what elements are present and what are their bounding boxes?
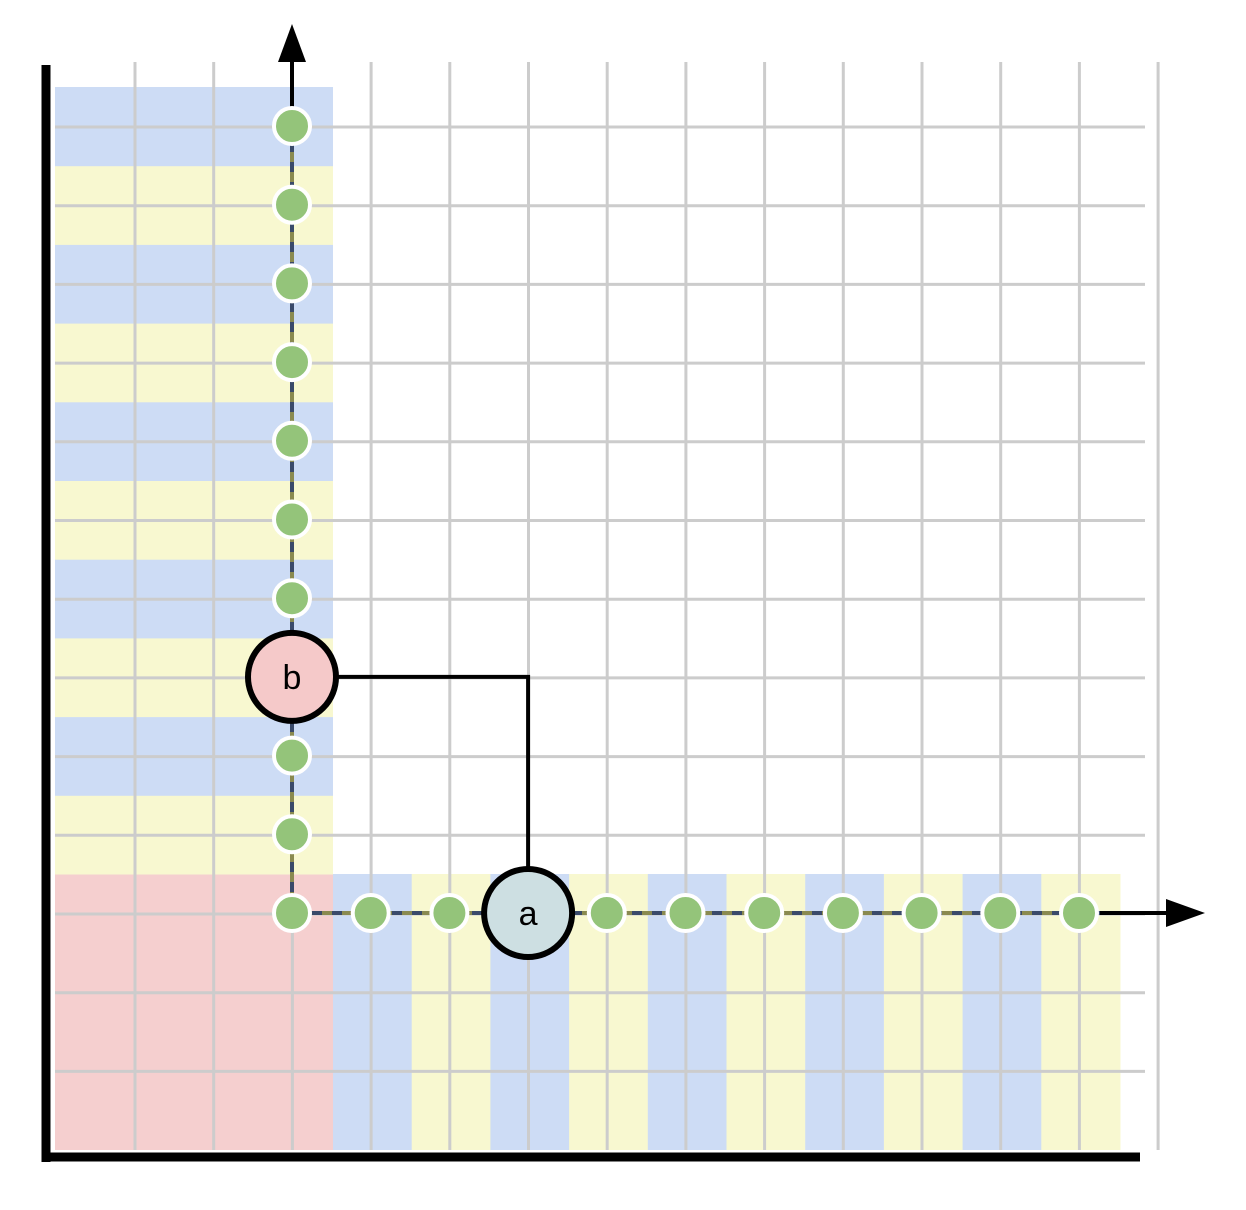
dot-marker-vertical xyxy=(272,735,312,776)
dot-marker-horizontal xyxy=(586,893,627,933)
dot-marker-horizontal xyxy=(350,893,391,933)
connector xyxy=(292,674,531,913)
node-b-circle xyxy=(245,629,339,724)
labeled-nodes: ab xyxy=(245,629,576,960)
dot-marker-vertical xyxy=(272,263,312,304)
horizontal-arrow-head xyxy=(1166,899,1205,927)
dashed-tracks xyxy=(290,62,1170,915)
dot-marker-horizontal xyxy=(980,893,1021,933)
dot-marker-vertical xyxy=(272,342,312,383)
node-a-circle xyxy=(481,866,576,960)
dot-marker-horizontal xyxy=(901,893,942,933)
dot-marker-horizontal xyxy=(1059,893,1099,933)
frame-axes xyxy=(41,65,1140,1162)
elbow-connector-line xyxy=(292,674,531,913)
node-a: a xyxy=(481,866,576,960)
dot-marker-horizontal xyxy=(272,893,312,933)
dot-marker-vertical xyxy=(272,420,312,461)
dot-marker-horizontal xyxy=(822,893,863,933)
dot-marker-vertical xyxy=(272,499,312,540)
dot-marker-vertical xyxy=(272,184,312,225)
axis-arrows xyxy=(278,24,1205,927)
node-b: b xyxy=(245,629,339,724)
dot-marker-vertical xyxy=(272,106,312,146)
dot-markers xyxy=(272,106,1099,933)
node-a-label: a xyxy=(519,895,538,933)
dot-marker-horizontal xyxy=(429,893,470,933)
dot-marker-vertical xyxy=(272,578,312,619)
dot-marker-horizontal xyxy=(665,893,706,933)
vertical-arrow-head xyxy=(278,24,306,62)
dot-marker-horizontal xyxy=(744,893,785,933)
node-b-label: b xyxy=(283,659,302,697)
dot-marker-vertical xyxy=(272,814,312,855)
